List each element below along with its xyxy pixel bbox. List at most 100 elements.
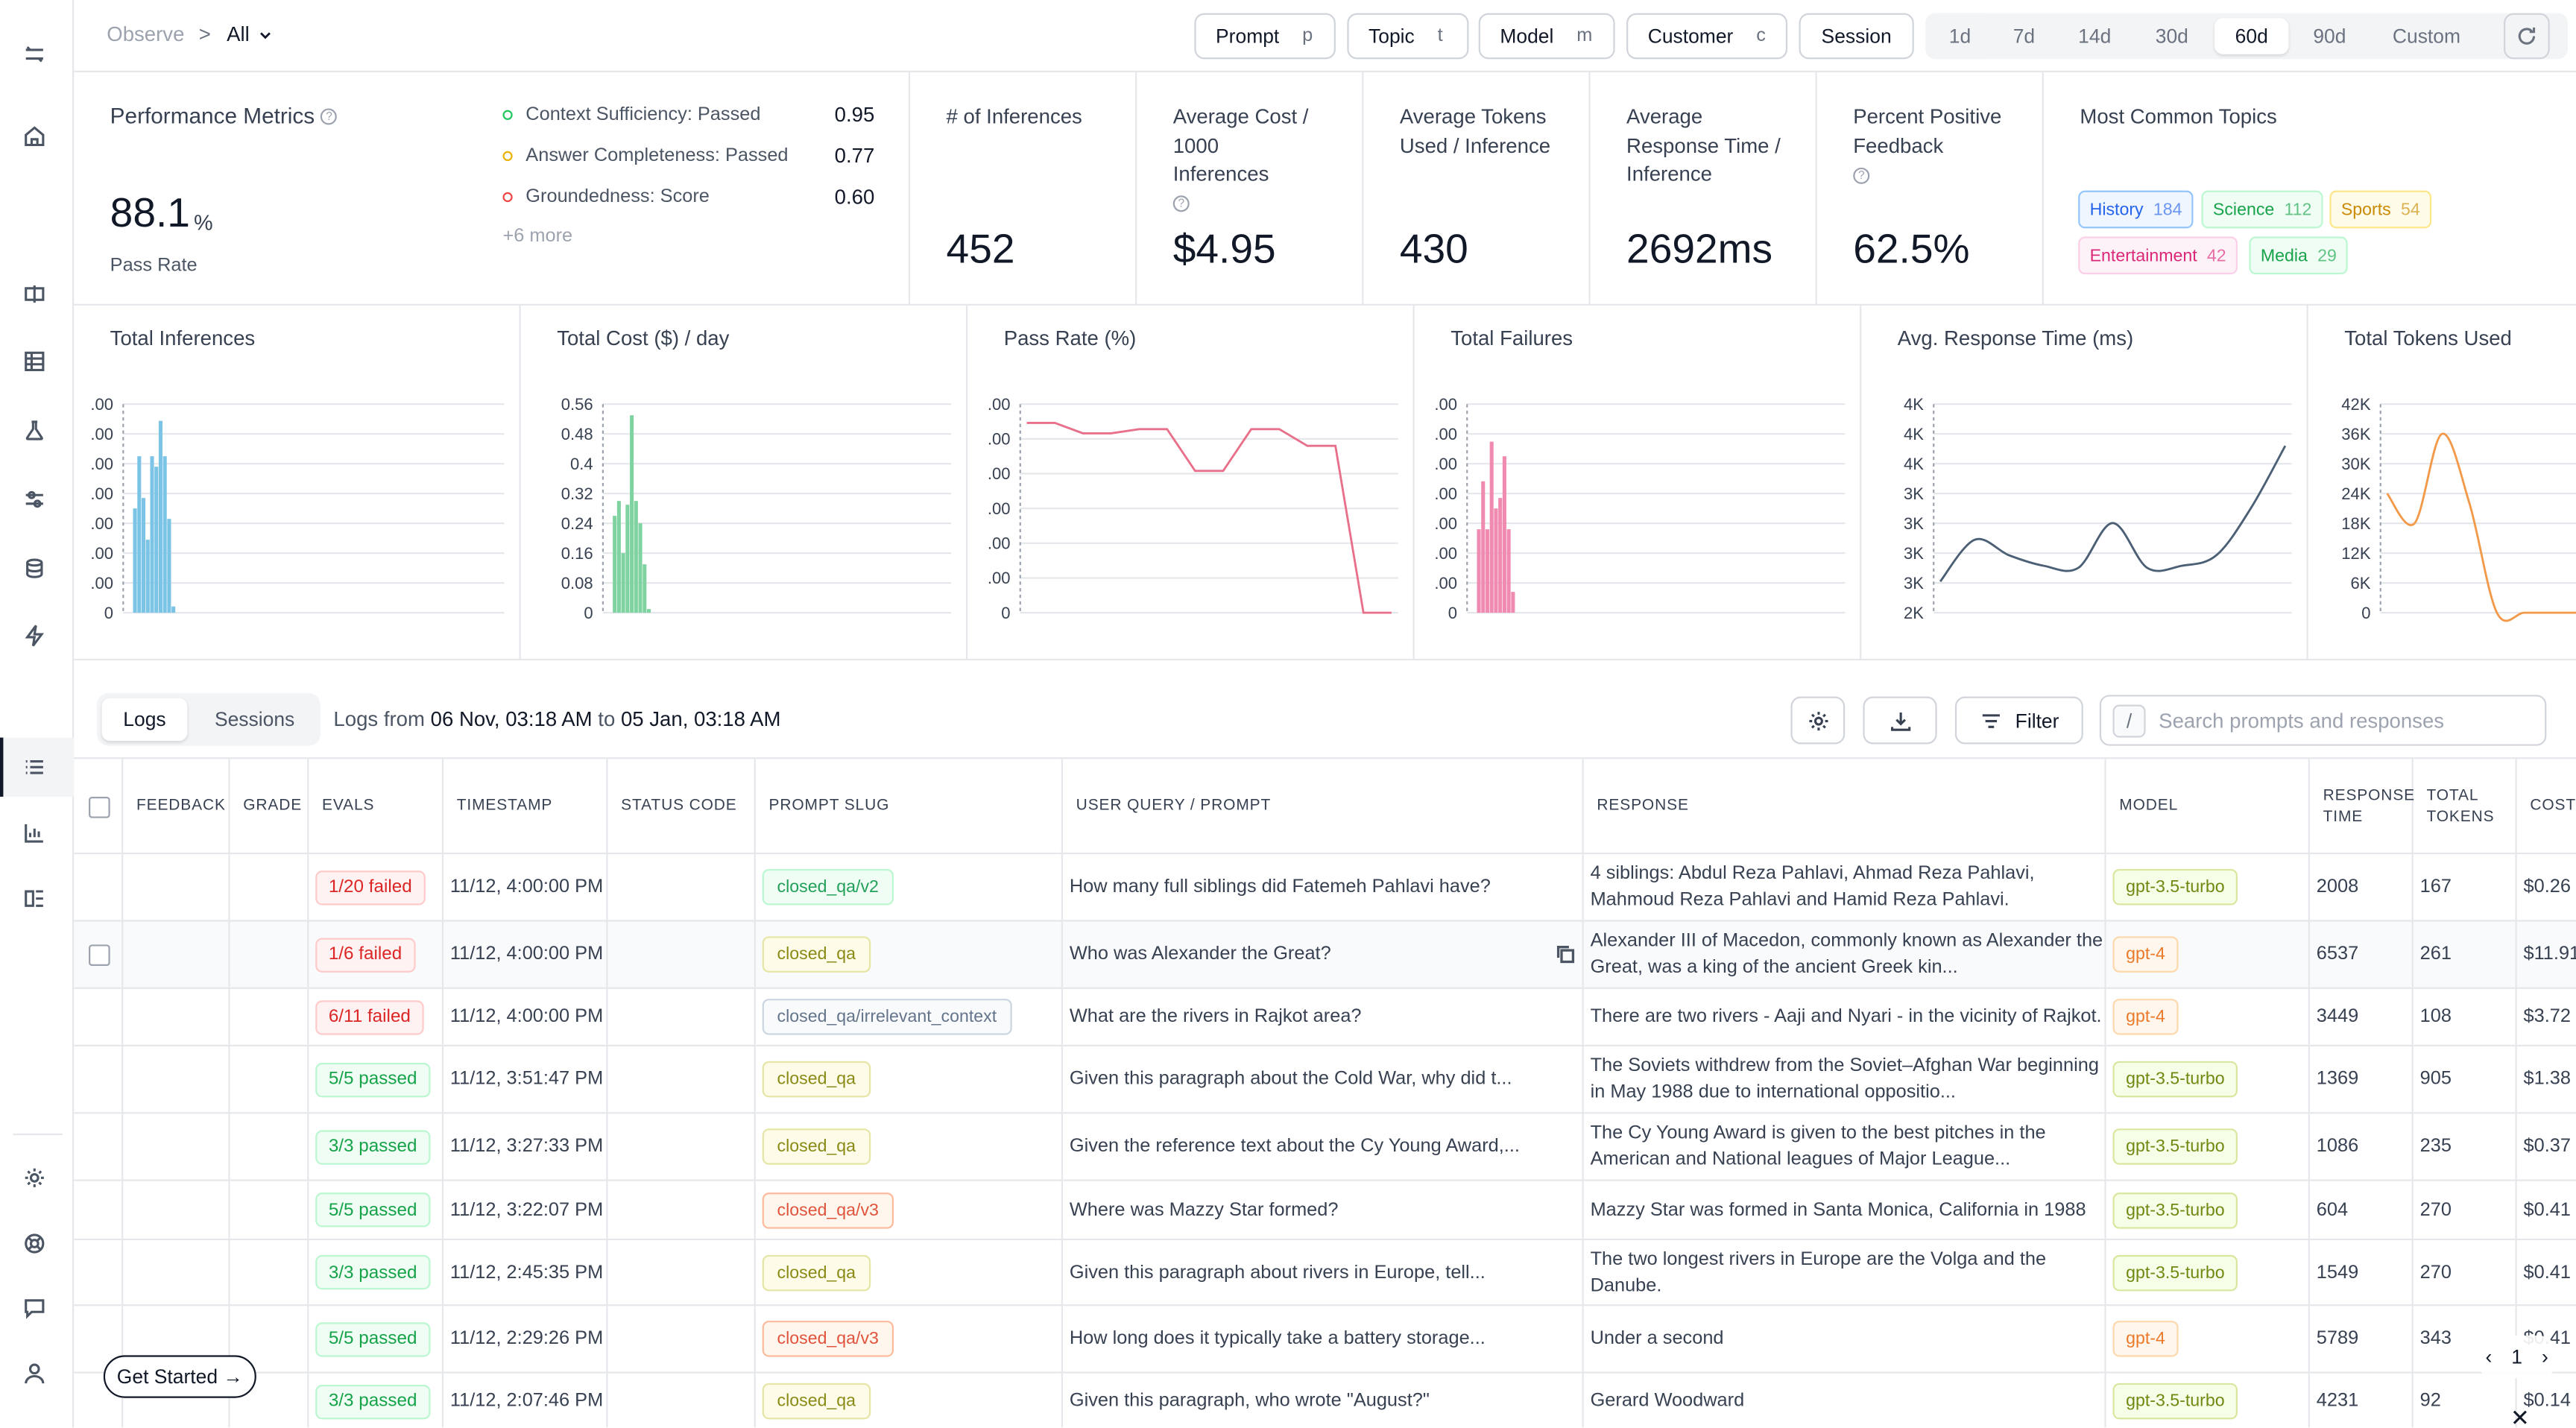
table-row[interactable]: 6/11 failed 11/12, 4:00:00 PM closed_qa/ir…	[74, 988, 2576, 1047]
user-icon[interactable]	[19, 1359, 49, 1388]
column-header-user-query[interactable]: USER QUERY / PROMPT	[1063, 759, 1584, 855]
session-button-label: Session	[1821, 25, 1892, 48]
range-60d[interactable]: 60d	[2214, 18, 2289, 54]
eval-status-badge[interactable]: 5/5 passed	[315, 1061, 431, 1097]
pass-rate-unit: %	[194, 210, 213, 236]
tab-sessions[interactable]: Sessions	[214, 707, 295, 731]
table-settings-button[interactable]	[1790, 696, 1846, 745]
table-row[interactable]: 1/6 failed 11/12, 4:00:00 PM closed_qa Who …	[74, 921, 2576, 989]
breadcrumb-observe[interactable]: Observe	[107, 22, 185, 46]
table-row[interactable]: 1/20 failed 11/12, 4:00:00 PM closed_qa/v2…	[74, 854, 2576, 922]
prompt-slug-badge[interactable]: closed_qa/v2	[762, 868, 894, 906]
table-icon[interactable]	[19, 347, 49, 376]
model-badge: gpt-3.5-turbo	[2112, 1128, 2238, 1165]
breadcrumb-current-dropdown[interactable]: All	[227, 23, 273, 46]
chart-title: Total Failures	[1450, 326, 1573, 350]
column-header-model[interactable]: MODEL	[2106, 759, 2310, 855]
more-evals-link[interactable]: +6 more	[502, 227, 573, 247]
range-14d[interactable]: 14d	[2078, 25, 2112, 48]
refresh-button[interactable]	[2504, 13, 2550, 60]
help-circle-icon[interactable]: ?	[1853, 167, 1870, 184]
prompt-slug-badge[interactable]: closed_qa/v3	[762, 1321, 894, 1357]
filter-topic-button[interactable]: Topic t	[1347, 13, 1469, 60]
prompt-slug-badge[interactable]: closed_qa	[762, 1254, 871, 1291]
filter-model-button[interactable]: Model m	[1478, 13, 1615, 60]
column-header-status-code[interactable]: STATUS CODE	[608, 759, 756, 855]
model-badge: gpt-3.5-turbo	[2112, 1061, 2238, 1098]
topic-chip-media[interactable]: Media 29	[2249, 236, 2349, 275]
help-circle-icon[interactable]: ?	[1172, 195, 1190, 212]
topic-chip-entertainment[interactable]: Entertainment 42	[2078, 236, 2238, 275]
range-7d[interactable]: 7d	[2012, 25, 2036, 48]
prompt-slug-badge[interactable]: closed_qa	[762, 936, 871, 973]
sliders-icon[interactable]	[19, 484, 49, 514]
close-icon[interactable]: ✕	[2510, 1404, 2530, 1428]
select-all-checkbox[interactable]	[89, 795, 110, 818]
column-header-evals[interactable]: EVALS	[309, 759, 444, 855]
eval-status-badge[interactable]: 5/5 passed	[315, 1321, 431, 1356]
bar-chart-icon[interactable]	[19, 818, 49, 848]
prompt-slug-badge[interactable]: closed_qa	[762, 1383, 871, 1420]
copy-icon[interactable]	[1556, 944, 1575, 964]
eval-status-badge[interactable]: 6/11 failed	[315, 999, 424, 1034]
column-header-prompt-slug[interactable]: PROMPT SLUG	[756, 759, 1064, 855]
topic-chip-sports[interactable]: Sports 54	[2329, 190, 2432, 229]
table-row[interactable]: 5/5 passed 11/12, 3:51:47 PM closed_qa Give…	[74, 1046, 2576, 1114]
get-started-button[interactable]: Get Started →	[103, 1355, 256, 1398]
evals-cell: 1/6 failed	[309, 921, 444, 988]
table-row[interactable]: 3/3 passed 11/12, 3:27:33 PM closed_qa Give…	[74, 1113, 2576, 1181]
column-header-timestamp[interactable]: TIMESTAMP	[443, 759, 608, 855]
flask-icon[interactable]	[19, 416, 49, 446]
table-row[interactable]: 5/5 passed 11/12, 3:22:07 PM closed_qa/v3 W…	[74, 1181, 2576, 1241]
eval-status-badge[interactable]: 3/3 passed	[315, 1254, 431, 1290]
prompt-slug-badge[interactable]: closed_qa	[762, 1061, 871, 1098]
prompt-slug-badge[interactable]: closed_qa/v3	[762, 1192, 894, 1228]
filter-prompt-button[interactable]: Prompt p	[1194, 13, 1336, 60]
eval-status-badge[interactable]: 3/3 passed	[315, 1129, 431, 1164]
database-icon[interactable]	[19, 554, 49, 584]
table-row[interactable]: 5/5 passed 11/12, 2:29:26 PM closed_qa/v3 H…	[74, 1306, 2576, 1374]
eval-status-badge[interactable]: 1/6 failed	[315, 937, 415, 972]
column-header-response[interactable]: RESPONSE	[1584, 759, 2106, 855]
range-1d[interactable]: 1d	[1948, 25, 1972, 48]
row-checkbox[interactable]	[89, 944, 110, 965]
filter-button[interactable]: Filter	[1954, 696, 2083, 745]
eval-status-badge[interactable]: 1/20 failed	[315, 870, 426, 905]
topic-chip-history[interactable]: History 184	[2078, 190, 2194, 229]
home-icon[interactable]	[19, 121, 49, 151]
eval-status-badge[interactable]: 5/5 passed	[315, 1192, 431, 1228]
column-header-cost[interactable]: COST	[2530, 797, 2576, 815]
next-page-button[interactable]: ›	[2541, 1345, 2548, 1369]
prompt-slug-badge[interactable]: closed_qa/irrelevant_context	[762, 999, 1012, 1035]
eval-status-badge[interactable]: 3/3 passed	[315, 1383, 431, 1419]
download-button[interactable]	[1863, 696, 1937, 745]
tab-logs[interactable]: Logs	[101, 698, 188, 742]
settings-gear-icon[interactable]	[19, 1163, 49, 1193]
help-circle-icon[interactable]: ?	[321, 109, 338, 126]
filter-customer-button[interactable]: Customer c	[1626, 13, 1788, 60]
table-row[interactable]: 3/3 passed 11/12, 2:45:35 PM closed_qa Give…	[74, 1240, 2576, 1307]
prev-page-button[interactable]: ‹	[2485, 1345, 2493, 1369]
chat-icon[interactable]	[19, 1293, 49, 1323]
topic-count: 112	[2284, 199, 2312, 220]
prompt-slug-badge[interactable]: closed_qa	[762, 1128, 871, 1165]
logo-icon[interactable]	[19, 40, 49, 69]
column-header-feedback[interactable]: FEEDBACK	[123, 759, 230, 855]
timestamp-cell: 11/12, 3:22:07 PM	[443, 1181, 608, 1239]
range-custom[interactable]: Custom	[2392, 25, 2461, 48]
range-30d[interactable]: 30d	[2155, 25, 2188, 48]
prompt-slug-cell: closed_qa/v3	[756, 1306, 1064, 1372]
session-button[interactable]: Session	[1799, 13, 1914, 60]
table-row[interactable]: 3/3 passed 11/12, 2:07:46 PM closed_qa Give…	[74, 1373, 2576, 1428]
search-input[interactable]	[2159, 704, 2537, 738]
column-header-grade[interactable]: GRADE	[230, 759, 309, 855]
compare-icon[interactable]	[19, 279, 49, 309]
columns-icon[interactable]	[19, 884, 49, 914]
column-header-response-time[interactable]: RESPONSE TIME	[2310, 759, 2414, 855]
lightning-icon[interactable]	[19, 621, 49, 651]
help-lifebuoy-icon[interactable]	[19, 1229, 49, 1259]
range-90d[interactable]: 90d	[2313, 25, 2346, 48]
logs-list-icon[interactable]	[19, 752, 49, 782]
topic-chip-science[interactable]: Science 112	[2201, 190, 2323, 229]
column-header-total-tokens[interactable]: TOTAL TOKENS	[2414, 759, 2517, 855]
